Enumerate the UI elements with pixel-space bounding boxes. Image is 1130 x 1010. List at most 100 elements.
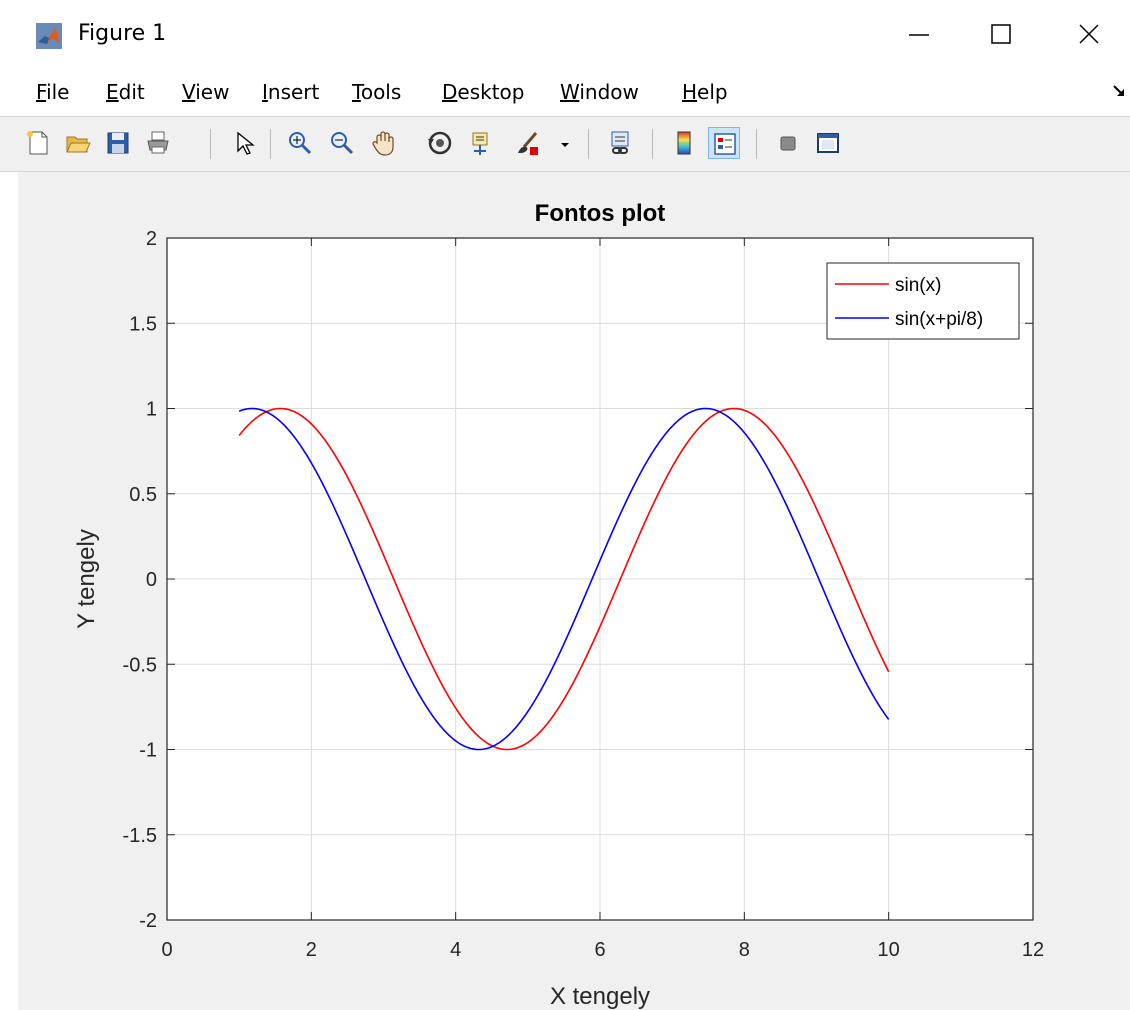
x-tick-label: 2 — [306, 939, 317, 961]
hide-plot-tools-icon — [780, 136, 796, 151]
y-tick-label: -1.5 — [123, 825, 157, 847]
edit-plot-button[interactable] — [228, 127, 260, 159]
menu-window[interactable]: Window — [556, 78, 643, 106]
zoom-in-button[interactable] — [284, 127, 316, 159]
menu-view-label: iew — [195, 80, 230, 104]
line-chart[interactable]: 0 2 4 6 8 10 12 -2 -1.5 -1 -0.5 0 0.5 1 1.5 2 Fontos pl… — [18, 172, 1130, 1010]
print-icon — [147, 131, 169, 154]
series-line-0 — [238, 407, 890, 751]
maximize-icon — [991, 24, 1011, 44]
menu-view-mnemonic: V — [182, 80, 196, 104]
brush-dropdown-icon — [561, 143, 569, 147]
pan-button[interactable] — [368, 127, 400, 159]
series-lines — [238, 407, 890, 751]
menu-desktop-mnemonic: D — [442, 80, 458, 104]
pan-icon — [372, 131, 394, 156]
zoom-out-icon — [331, 132, 354, 155]
x-tick-label: 10 — [878, 939, 900, 961]
x-tick-label: 4 — [450, 939, 461, 961]
open-file-icon — [66, 136, 91, 153]
menu-expand-arrow-icon[interactable] — [1112, 84, 1126, 98]
brush-icon — [518, 132, 538, 155]
y-tick-label: 1.5 — [129, 313, 157, 335]
x-tick-label: 0 — [161, 939, 172, 961]
figure-toolbar — [0, 116, 1130, 172]
menu-window-label: indow — [579, 80, 639, 104]
open-file-button[interactable] — [62, 127, 94, 159]
save-icon — [107, 132, 129, 154]
show-plot-tools-icon — [817, 133, 839, 153]
print-button[interactable] — [142, 127, 174, 159]
menu-insert-mnemonic: I — [262, 80, 268, 104]
insert-legend-button[interactable] — [708, 127, 740, 159]
minimize-icon — [909, 34, 929, 36]
menu-file-mnemonic: F — [36, 80, 47, 104]
x-axis-label: X tengely — [550, 983, 650, 1010]
edit-plot-icon — [237, 131, 255, 155]
toolbar-separator — [756, 129, 757, 159]
menu-insert-label: nsert — [267, 80, 320, 104]
legend-entry-1: sin(x+pi/8) — [895, 309, 983, 330]
menu-file[interactable]: File — [32, 78, 73, 106]
menu-desktop-label: esktop — [457, 80, 525, 104]
axis-ticks: 0 2 4 6 8 10 12 -2 -1.5 -1 -0.5 0 0.5 1 1.5 2 — [123, 228, 1045, 961]
toolbar-separator — [588, 129, 589, 159]
y-tick-label: -2 — [139, 910, 157, 932]
zoom-out-button[interactable] — [326, 127, 358, 159]
menu-edit[interactable]: Edit — [102, 78, 149, 106]
brush-button[interactable] — [512, 127, 544, 159]
minimize-button[interactable] — [880, 8, 960, 60]
insert-colorbar-button[interactable] — [668, 127, 700, 159]
menu-tools[interactable]: Tools — [348, 78, 405, 106]
insert-colorbar-icon — [677, 131, 691, 155]
link-plot-icon — [611, 131, 629, 154]
legend-box — [826, 262, 1020, 340]
figure-canvas: 0 2 4 6 8 10 12 -2 -1.5 -1 -0.5 0 0.5 1 1.5 2 Fontos pl… — [18, 172, 1130, 1010]
legend[interactable]: sin(x) sin(x+pi/8) — [826, 262, 1020, 340]
zoom-in-icon — [289, 132, 312, 155]
menu-help[interactable]: Help — [678, 78, 732, 106]
insert-legend-icon — [714, 133, 736, 155]
x-tick-label: 6 — [594, 939, 605, 961]
menu-bar: File Edit View Insert Tools Desktop Wind… — [0, 70, 1130, 114]
data-cursor-icon — [472, 132, 488, 155]
menu-desktop[interactable]: Desktop — [438, 78, 529, 106]
chart-title: Fontos plot — [535, 200, 666, 227]
new-figure-button[interactable] — [22, 127, 54, 159]
menu-edit-label: dit — [118, 80, 145, 104]
menu-insert[interactable]: Insert — [258, 78, 323, 106]
hide-plot-tools-button[interactable] — [772, 127, 804, 159]
legend-entry-0: sin(x) — [895, 275, 941, 296]
x-tick-label: 12 — [1022, 939, 1044, 961]
window-title: Figure 1 — [78, 21, 167, 46]
maximize-button[interactable] — [962, 8, 1042, 60]
menu-file-label: ile — [46, 80, 70, 104]
toolbar-separator — [270, 129, 271, 159]
rotate-3d-button[interactable] — [424, 127, 456, 159]
save-button[interactable] — [102, 127, 134, 159]
rotate-3d-icon — [428, 131, 452, 155]
y-tick-label: 2 — [146, 228, 157, 250]
menu-help-mnemonic: H — [682, 80, 698, 104]
title-bar: Figure 1 — [0, 0, 1130, 68]
y-axis-label: Y tengely — [73, 529, 100, 629]
brush-dropdown-button[interactable] — [556, 127, 574, 159]
menu-help-label: elp — [697, 80, 728, 104]
menu-view[interactable]: View — [178, 78, 233, 106]
x-tick-label: 8 — [739, 939, 750, 961]
y-tick-label: 0.5 — [129, 484, 157, 506]
show-plot-tools-button[interactable] — [812, 127, 844, 159]
toolbar-separator — [210, 129, 211, 159]
y-tick-label: 1 — [146, 399, 157, 421]
matlab-figure-icon — [36, 23, 62, 49]
new-figure-icon — [27, 131, 48, 155]
menu-window-mnemonic: W — [560, 80, 580, 104]
y-tick-label: 0 — [146, 569, 157, 591]
y-tick-label: -0.5 — [123, 654, 157, 676]
close-button[interactable] — [1050, 8, 1130, 60]
link-plot-button[interactable] — [604, 127, 636, 159]
series-line-1 — [238, 407, 890, 751]
data-cursor-button[interactable] — [466, 127, 498, 159]
y-tick-label: -1 — [139, 740, 157, 762]
menu-edit-mnemonic: E — [106, 80, 119, 104]
